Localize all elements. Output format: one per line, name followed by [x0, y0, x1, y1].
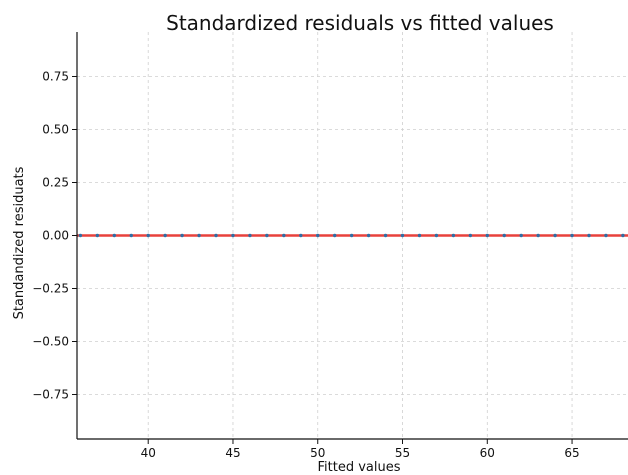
- residual-point: [349, 233, 354, 238]
- y-tick-label: 0.00: [42, 229, 69, 243]
- residual-point: [570, 233, 574, 238]
- residual-point: [248, 233, 252, 238]
- residual-point: [316, 233, 320, 238]
- tick-layer: 40 45 50 55 60 65 0.75 0.50 0.25 0.00 −0.25 −0.50 −0…: [32, 70, 579, 460]
- residual-point: [78, 233, 83, 238]
- residual-point: [180, 233, 184, 238]
- x-tick-label: 45: [225, 446, 240, 460]
- y-axis-label: Standandized residuats: [12, 166, 27, 319]
- x-tick-label: 65: [564, 446, 579, 460]
- residual-point: [282, 233, 286, 238]
- residual-point: [417, 233, 422, 238]
- chart-title: Standardized residuals vs fitted values: [166, 11, 554, 35]
- residual-point: [587, 233, 591, 238]
- x-tick-label: 55: [395, 446, 410, 460]
- residual-point: [299, 233, 303, 238]
- residual-point: [400, 233, 405, 238]
- residual-point: [536, 233, 540, 238]
- residual-point: [485, 233, 489, 238]
- residual-point: [146, 233, 150, 238]
- y-tick-label: −0.75: [32, 387, 69, 401]
- residual-point: [434, 233, 439, 238]
- y-tick-label: −0.50: [32, 334, 69, 348]
- residual-point: [553, 233, 557, 238]
- points-layer: [78, 233, 625, 238]
- y-tick-label: 0.75: [42, 70, 69, 84]
- residual-point: [95, 233, 100, 238]
- residual-point: [265, 233, 269, 238]
- x-tick-label: 60: [480, 446, 495, 460]
- x-tick-label: 40: [141, 446, 156, 460]
- residual-point: [214, 233, 218, 238]
- x-axis-label: Fitted values: [317, 460, 400, 475]
- residual-point: [468, 233, 473, 238]
- residual-point: [383, 233, 388, 238]
- y-tick-label: 0.50: [42, 123, 69, 137]
- residual-point: [451, 233, 456, 238]
- residual-point: [519, 233, 523, 238]
- residual-point: [112, 233, 116, 238]
- residual-point: [197, 233, 201, 238]
- residual-point: [502, 233, 506, 238]
- y-tick-label: −0.25: [32, 281, 69, 295]
- residual-point: [231, 233, 235, 238]
- residual-point: [129, 233, 133, 238]
- residual-point: [621, 233, 625, 238]
- residual-point: [366, 233, 371, 238]
- x-tick-label: 50: [310, 446, 325, 460]
- y-tick-label: 0.25: [42, 176, 69, 190]
- residual-point: [163, 233, 167, 238]
- residual-point: [332, 233, 337, 238]
- residual-point: [604, 233, 608, 238]
